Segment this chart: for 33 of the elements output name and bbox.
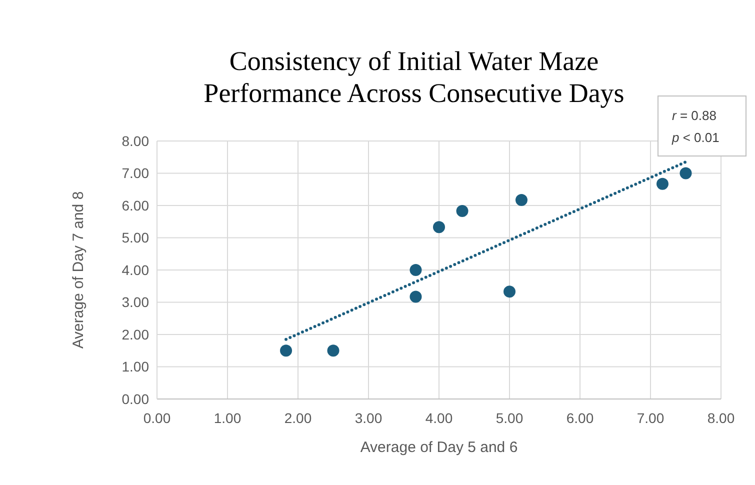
text: r = 0.88 xyxy=(672,108,716,123)
x-tick-label: 2.00 xyxy=(284,410,312,426)
x-tick-label: 5.00 xyxy=(496,410,524,426)
chart-title: Consistency of Initial Water Maze Performance Across Consecutive Days xyxy=(204,46,624,108)
y-axis-title: Average of Day 7 and 8 xyxy=(70,191,87,349)
point xyxy=(433,221,445,234)
y-tick-label: 0.00 xyxy=(122,390,150,407)
point xyxy=(410,290,422,303)
y-tick-label: 4.00 xyxy=(122,262,150,278)
point xyxy=(327,344,340,357)
annotation: p < 0.01 xyxy=(671,130,720,145)
x-tick-label: 0.00 xyxy=(143,410,171,426)
point xyxy=(456,204,468,217)
y-tick-label: 6.00 xyxy=(122,197,150,214)
point xyxy=(504,286,516,298)
x-tick-label: 1.00 xyxy=(214,410,242,426)
y-tick-label: 1.00 xyxy=(122,358,150,375)
point xyxy=(656,178,668,190)
x-tick-label: 8.00 xyxy=(707,410,735,426)
y-tick-label: 5.00 xyxy=(122,230,150,246)
x-tick-label: 7.00 xyxy=(636,410,664,426)
x-tick-label: 6.00 xyxy=(566,410,594,426)
point xyxy=(280,344,292,357)
x-tick-label: 4.00 xyxy=(425,410,453,426)
point xyxy=(410,264,422,276)
y-tick-label: 8.00 xyxy=(122,132,150,149)
x-axis-title: Average of Day 5 and 6 xyxy=(360,439,518,456)
y-tick-label: 7.00 xyxy=(122,165,150,182)
x-tick-label: 3.00 xyxy=(354,410,382,426)
y-tick-label: 2.00 xyxy=(122,326,150,342)
point xyxy=(515,194,528,206)
point xyxy=(680,167,692,180)
y-tick-label: 3.00 xyxy=(122,294,150,310)
